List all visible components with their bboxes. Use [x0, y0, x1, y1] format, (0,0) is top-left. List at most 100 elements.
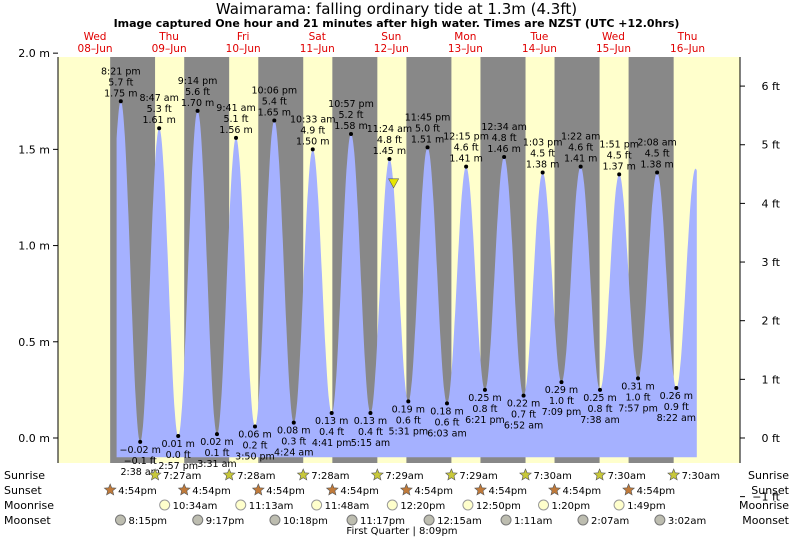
- high-tide-ft-label: 5.6 ft: [185, 87, 210, 98]
- moonrise-icon: [386, 499, 398, 511]
- day-of-week-label: Sat: [309, 31, 326, 43]
- low-tide-point: [138, 439, 143, 444]
- day-of-week-label: Wed: [84, 31, 107, 43]
- low-tide-time-label: 6:03 am: [427, 428, 466, 439]
- low-tide-m-label: 0.02 m: [200, 437, 233, 448]
- day-date-label: 08–Jun: [78, 43, 113, 55]
- moonrise-time: 11:48am: [325, 501, 370, 512]
- day-labels: Wed08–JunThu09–JunFri10–JunSat11–JunSun1…: [78, 31, 706, 55]
- sunset-icon: [474, 483, 487, 496]
- low-tide-ft-label: 0.2 ft: [242, 440, 267, 451]
- astro-row-label-right: Sunset: [751, 484, 789, 497]
- y-left-tick-label: 1.5 m: [18, 143, 50, 156]
- high-tide-time-label: 11:45 pm: [405, 112, 451, 123]
- moonset-icon: [192, 514, 204, 526]
- low-tide-ft-label: 0.1 ft: [204, 448, 229, 459]
- high-tide-ft-label: 5.1 ft: [223, 114, 248, 125]
- low-tide-time-label: 6:21 pm: [465, 415, 505, 426]
- low-tide-point: [521, 393, 526, 398]
- high-tide-point: [387, 156, 392, 161]
- low-tide-m-label: 0.25 m: [583, 393, 616, 404]
- low-tide-time-label: 3:50 pm: [235, 451, 275, 462]
- day-date-label: 11–Jun: [300, 43, 335, 55]
- y-left-tick-label: 0.5 m: [18, 336, 50, 349]
- moonrise-icon: [462, 499, 474, 511]
- moonset-icon: [346, 514, 358, 526]
- moonrise-icon: [235, 499, 247, 511]
- moonrise-time: 12:50pm: [476, 501, 521, 512]
- low-tide-m-label: 0.31 m: [621, 381, 654, 392]
- day-date-label: 10–Jun: [226, 43, 261, 55]
- moonrise-time: 11:13am: [249, 501, 294, 512]
- low-tide-ft-label: 0.8 ft: [587, 404, 612, 415]
- low-tide-ft-label: −0.1 ft: [124, 456, 157, 467]
- low-tide-ft-label: 0.3 ft: [281, 437, 306, 448]
- high-tide-ft-label: 4.8 ft: [492, 133, 517, 144]
- high-tide-ft-label: 5.0 ft: [415, 123, 440, 134]
- astro-row-label-right: Moonrise: [739, 499, 789, 512]
- high-tide-ft-label: 4.6 ft: [454, 143, 479, 154]
- high-tide-point: [578, 164, 583, 169]
- y-right-tick-label: 6 ft: [762, 80, 781, 93]
- day-of-week-label: Wed: [602, 31, 625, 43]
- high-tide-m-label: 1.45 m: [373, 146, 406, 157]
- high-tide-time-label: 10:57 pm: [328, 99, 374, 110]
- sunrise-time: 7:27am: [163, 471, 201, 482]
- y-right-tick-label: 5 ft: [762, 139, 781, 152]
- moonrise-icon: [613, 499, 625, 511]
- astro-row-label-right: Sunrise: [748, 469, 789, 482]
- low-tide-m-label: 0.29 m: [545, 385, 578, 396]
- high-tide-m-label: 1.50 m: [296, 136, 329, 147]
- low-tide-m-label: 0.13 m: [315, 416, 348, 427]
- high-tide-ft-label: 5.2 ft: [338, 110, 363, 121]
- high-tide-point: [349, 131, 354, 136]
- sunset-icon: [251, 483, 265, 496]
- low-tide-m-label: 0.01 m: [161, 439, 194, 450]
- sunrise-icon: [148, 468, 162, 481]
- moonset-icon: [269, 514, 281, 526]
- high-tide-point: [464, 164, 469, 169]
- low-tide-point: [368, 410, 373, 415]
- high-tide-time-label: 11:24 am: [367, 124, 412, 135]
- moon-phase-note: First Quarter | 8:09pm: [346, 526, 457, 537]
- sunrise-time: 7:28am: [311, 471, 349, 482]
- tide-area: [116, 101, 697, 458]
- high-tide-point: [617, 172, 622, 177]
- sunrise-icon: [667, 468, 681, 481]
- sunset-time: 4:54pm: [563, 486, 602, 497]
- high-tide-time-label: 12:15 pm: [443, 132, 489, 143]
- sunrise-icon: [519, 468, 532, 481]
- high-tide-ft-label: 5.7 ft: [108, 77, 133, 88]
- high-tide-point: [540, 170, 545, 175]
- low-tide-m-label: 0.13 m: [354, 416, 387, 427]
- sunrise-time: 7:29am: [385, 471, 423, 482]
- sunset-time: 4:54pm: [266, 486, 305, 497]
- high-tide-point: [234, 135, 239, 140]
- high-tide-time-label: 8:47 am: [139, 93, 178, 104]
- low-tide-ft-label: 0.9 ft: [664, 402, 689, 413]
- tide-extrema-layer: 8:21 pm5.7 ft1.75 m −0.02 m−0.1 ft2:38 am…: [101, 66, 696, 478]
- moonrise-time: 1:20pm: [552, 501, 591, 512]
- astro-row-label-left: Sunset: [4, 484, 42, 497]
- astro-row-label-right: Moonset: [742, 514, 789, 527]
- low-tide-m-label: 0.06 m: [238, 429, 271, 440]
- low-tide-m-label: 0.25 m: [468, 393, 501, 404]
- low-tide-time-label: 6:52 am: [504, 421, 543, 432]
- axes-layer: 2.0 m 1.5 m 1.0 m 0.5 m 0.0 m 6 ft 5 ft 4 ft 3 f…: [18, 47, 780, 503]
- day-of-week-label: Thu: [158, 31, 179, 43]
- low-tide-time-label: 7:57 pm: [618, 403, 658, 414]
- sunset-icon: [325, 483, 339, 496]
- y-right-tick-label: −1 ft: [752, 491, 780, 504]
- low-tide-m-label: 0.26 m: [660, 391, 693, 402]
- low-tide-time-label: 2:38 am: [120, 467, 159, 478]
- low-tide-m-label: 0.08 m: [277, 426, 310, 437]
- high-tide-time-label: 1:03 pm: [523, 137, 563, 148]
- high-tide-time-label: 12:34 am: [481, 122, 526, 133]
- low-tide-point: [674, 385, 679, 390]
- low-tide-ft-label: 0.6 ft: [434, 417, 459, 428]
- day-of-week-label: Thu: [677, 31, 698, 43]
- low-tide-m-label: 0.22 m: [507, 399, 540, 410]
- sunrise-icon: [444, 468, 458, 481]
- tide-area-layer: [116, 101, 697, 458]
- sunset-time: 4:54pm: [488, 486, 527, 497]
